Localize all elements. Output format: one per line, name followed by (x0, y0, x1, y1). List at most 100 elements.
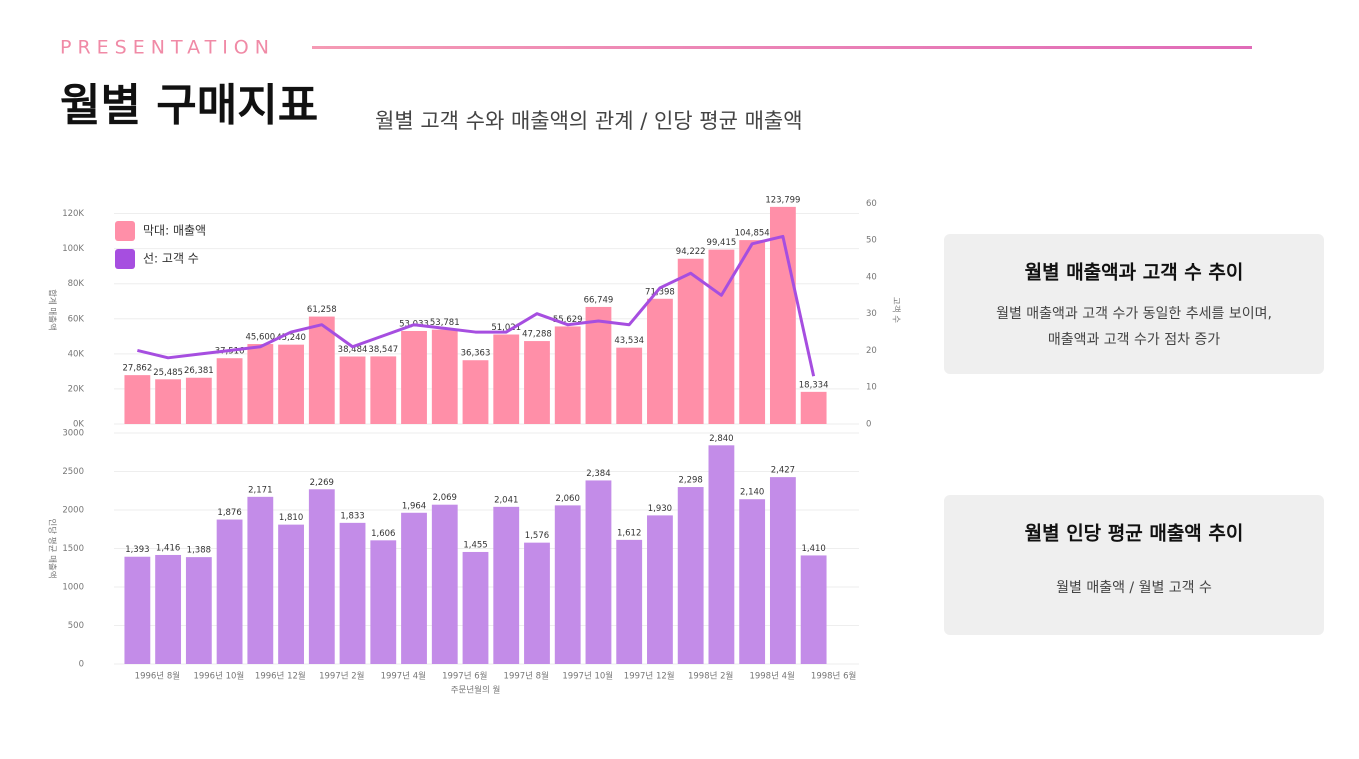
bar (739, 240, 766, 424)
bar (708, 249, 735, 424)
value-label: 104,854 (735, 229, 770, 239)
bar (616, 539, 643, 664)
bar (708, 445, 735, 664)
value-label: 1,612 (617, 528, 641, 538)
value-label: 25,485 (153, 368, 183, 378)
y-tick-label: 100K (62, 244, 84, 254)
value-label: 61,258 (307, 305, 337, 315)
value-label: 94,222 (676, 247, 706, 257)
bar (493, 334, 520, 424)
bar (278, 344, 304, 424)
x-tick-label: 1997년 10월 (562, 671, 613, 682)
bar (216, 358, 243, 424)
bar (401, 512, 427, 664)
value-label: 45,240 (276, 333, 306, 343)
value-label: 99,415 (707, 238, 737, 248)
value-label: 123,799 (765, 195, 800, 205)
value-label: 1,810 (279, 513, 303, 523)
page-title: 월별 구매지표 (60, 80, 318, 131)
y-tick-label: 20K (68, 384, 85, 394)
value-label: 2,069 (433, 493, 457, 503)
bar (647, 298, 673, 424)
y2-tick-label: 40 (866, 272, 877, 282)
bar (247, 496, 274, 664)
bar (247, 344, 274, 424)
x-tick-label: 1996년 10월 (193, 671, 244, 682)
bar (216, 519, 243, 664)
value-label: 71,398 (645, 287, 675, 297)
bar (124, 556, 151, 664)
card (944, 234, 1324, 374)
value-label: 66,749 (584, 295, 614, 305)
value-label: 1,388 (187, 546, 211, 556)
kicker: PRESENTATION (60, 37, 275, 59)
bar (339, 356, 366, 424)
card-text: 월별 매출액 / 월별 고객 수 (1056, 580, 1212, 596)
y2-tick-label: 30 (866, 309, 877, 319)
value-label: 27,862 (122, 364, 152, 374)
legend-swatch (115, 249, 135, 269)
bar (401, 330, 427, 424)
card (944, 495, 1324, 635)
bar (493, 506, 520, 664)
value-label: 1,410 (801, 544, 825, 554)
legend-label: 선: 고객 수 (143, 252, 199, 266)
card-text: 매출액과 고객 수가 점차 증가 (1048, 332, 1220, 348)
value-label: 1,876 (217, 508, 241, 518)
value-label: 36,363 (461, 349, 491, 359)
y-tick-label: 40K (68, 349, 85, 359)
value-label: 1,416 (156, 543, 180, 553)
bar (278, 524, 304, 664)
bar (339, 522, 366, 664)
bar (370, 356, 397, 424)
value-label: 38,484 (338, 345, 368, 355)
value-label: 53,781 (430, 318, 460, 328)
x-tick-label: 1996년 8월 (135, 671, 180, 682)
y2-tick-label: 0 (866, 420, 871, 430)
bar (800, 555, 827, 664)
value-label: 38,547 (368, 345, 398, 355)
value-label: 1,455 (463, 540, 487, 550)
x-tick-label: 1996년 12월 (255, 671, 306, 682)
bar (616, 347, 643, 424)
bar (370, 540, 397, 664)
bar (647, 515, 673, 664)
y-tick-label: 2000 (62, 506, 84, 516)
x-tick-label: 1998년 4월 (749, 671, 794, 682)
value-label: 43,534 (614, 336, 644, 346)
y-axis-label: 인당 평균 매출액 (47, 518, 58, 578)
value-label: 1,964 (402, 501, 426, 511)
bar (554, 326, 581, 424)
y2-tick-label: 20 (866, 346, 877, 356)
kicker-line (312, 46, 1252, 49)
value-label: 45,600 (245, 333, 275, 343)
y-axis-label: 합계 매출액 (47, 289, 58, 331)
value-label: 2,427 (771, 466, 795, 476)
bar (308, 489, 335, 664)
y2-tick-label: 60 (866, 199, 877, 209)
value-label: 26,381 (184, 366, 214, 376)
value-label: 55,629 (553, 315, 583, 325)
bar (431, 504, 458, 664)
y-tick-label: 80K (68, 279, 85, 289)
value-label: 1,833 (340, 511, 364, 521)
y-tick-label: 500 (68, 621, 84, 631)
y2-axis-label: 고객 수 (891, 297, 902, 323)
y-tick-label: 3000 (62, 429, 84, 439)
value-label: 47,288 (522, 330, 552, 340)
bar (431, 329, 458, 424)
bar (185, 557, 212, 664)
bar (155, 554, 182, 664)
card-text: 월별 매출액과 고객 수가 동일한 추세를 보이며, (996, 306, 1272, 322)
value-label: 2,384 (586, 469, 610, 479)
bar (585, 306, 612, 424)
x-tick-label: 1997년 4월 (381, 671, 426, 682)
bar (185, 377, 212, 424)
x-axis-label: 주문년월의 월 (451, 685, 501, 696)
y-tick-label: 0K (73, 420, 84, 430)
y-tick-label: 0 (79, 660, 84, 670)
x-tick-label: 1997년 8월 (504, 671, 549, 682)
value-label: 1,606 (371, 529, 395, 539)
value-label: 2,840 (709, 434, 733, 444)
x-tick-label: 1998년 6월 (811, 671, 856, 682)
